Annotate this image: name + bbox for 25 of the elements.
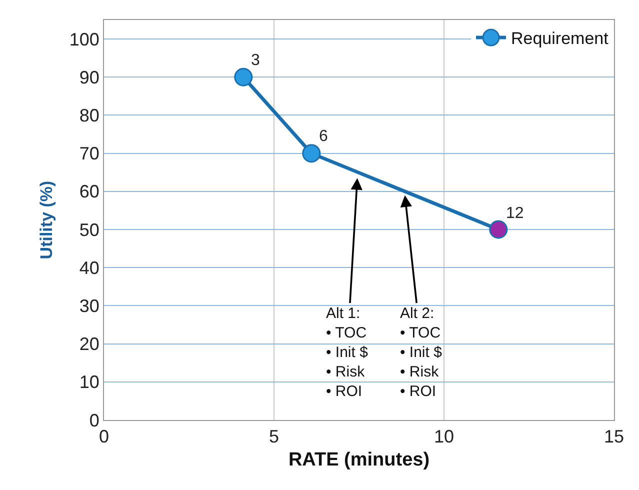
y-tick-label: 0: [89, 410, 100, 430]
y-tick-label: 10: [79, 372, 100, 392]
y-tick-label: 70: [79, 144, 100, 164]
annotation: Alt 1: • TOC • Init $ • Risk • ROI: [326, 305, 369, 400]
x-tick-label: 10: [434, 426, 454, 447]
point: [302, 144, 321, 163]
y-tick-label: 100: [69, 29, 100, 50]
annotation: 3: [251, 52, 260, 69]
annotation: Alt 2: • TOC • Init $ • Risk • ROI: [400, 305, 443, 400]
y-tick-label: 90: [79, 67, 100, 88]
y-tick-label: 30: [79, 296, 100, 316]
y-tick-label: 60: [79, 182, 100, 202]
y-axis-title: Utility (%): [36, 180, 56, 260]
annotation: 12: [506, 205, 524, 222]
annotation: 6: [319, 128, 328, 145]
y-tick-label: 50: [79, 220, 100, 240]
x-axis-title: RATE (minutes): [288, 449, 430, 470]
legend-label: Requirement: [511, 29, 609, 48]
y-tick-label: 80: [79, 106, 100, 126]
y-tick-label: 20: [79, 334, 100, 354]
point: [234, 68, 253, 86]
y-tick-label: 40: [79, 258, 100, 278]
x-tick-label: 5: [268, 426, 280, 447]
point: [489, 220, 508, 239]
x-tick-label: 15: [604, 426, 624, 447]
